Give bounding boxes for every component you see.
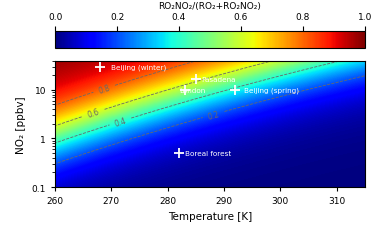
Text: Beijing (winter): Beijing (winter) xyxy=(111,64,167,71)
Y-axis label: NO₂ [ppbv]: NO₂ [ppbv] xyxy=(16,96,26,153)
Text: Pasadena: Pasadena xyxy=(201,76,236,82)
X-axis label: Temperature [K]: Temperature [K] xyxy=(168,211,252,221)
Text: 0.8: 0.8 xyxy=(97,83,111,96)
Text: London: London xyxy=(179,87,205,94)
Text: 0.6: 0.6 xyxy=(87,107,101,120)
Text: 0.4: 0.4 xyxy=(113,116,128,128)
Text: Beijing (spring): Beijing (spring) xyxy=(244,87,299,94)
Text: Boreal forest: Boreal forest xyxy=(185,151,231,156)
X-axis label: RO₂NO₂/(RO₂+RO₂NO₂): RO₂NO₂/(RO₂+RO₂NO₂) xyxy=(158,2,261,11)
Text: 0.2: 0.2 xyxy=(207,109,220,121)
